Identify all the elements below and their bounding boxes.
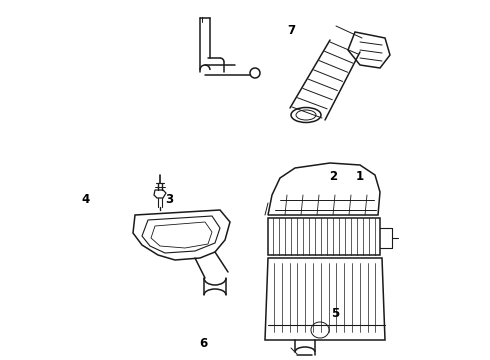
Text: 2: 2 (329, 170, 337, 183)
Text: 3: 3 (165, 193, 173, 206)
Text: 6: 6 (199, 337, 207, 350)
Text: 7: 7 (288, 24, 295, 37)
Text: 1: 1 (356, 170, 364, 183)
Text: 4: 4 (82, 193, 90, 206)
Text: 5: 5 (332, 307, 340, 320)
